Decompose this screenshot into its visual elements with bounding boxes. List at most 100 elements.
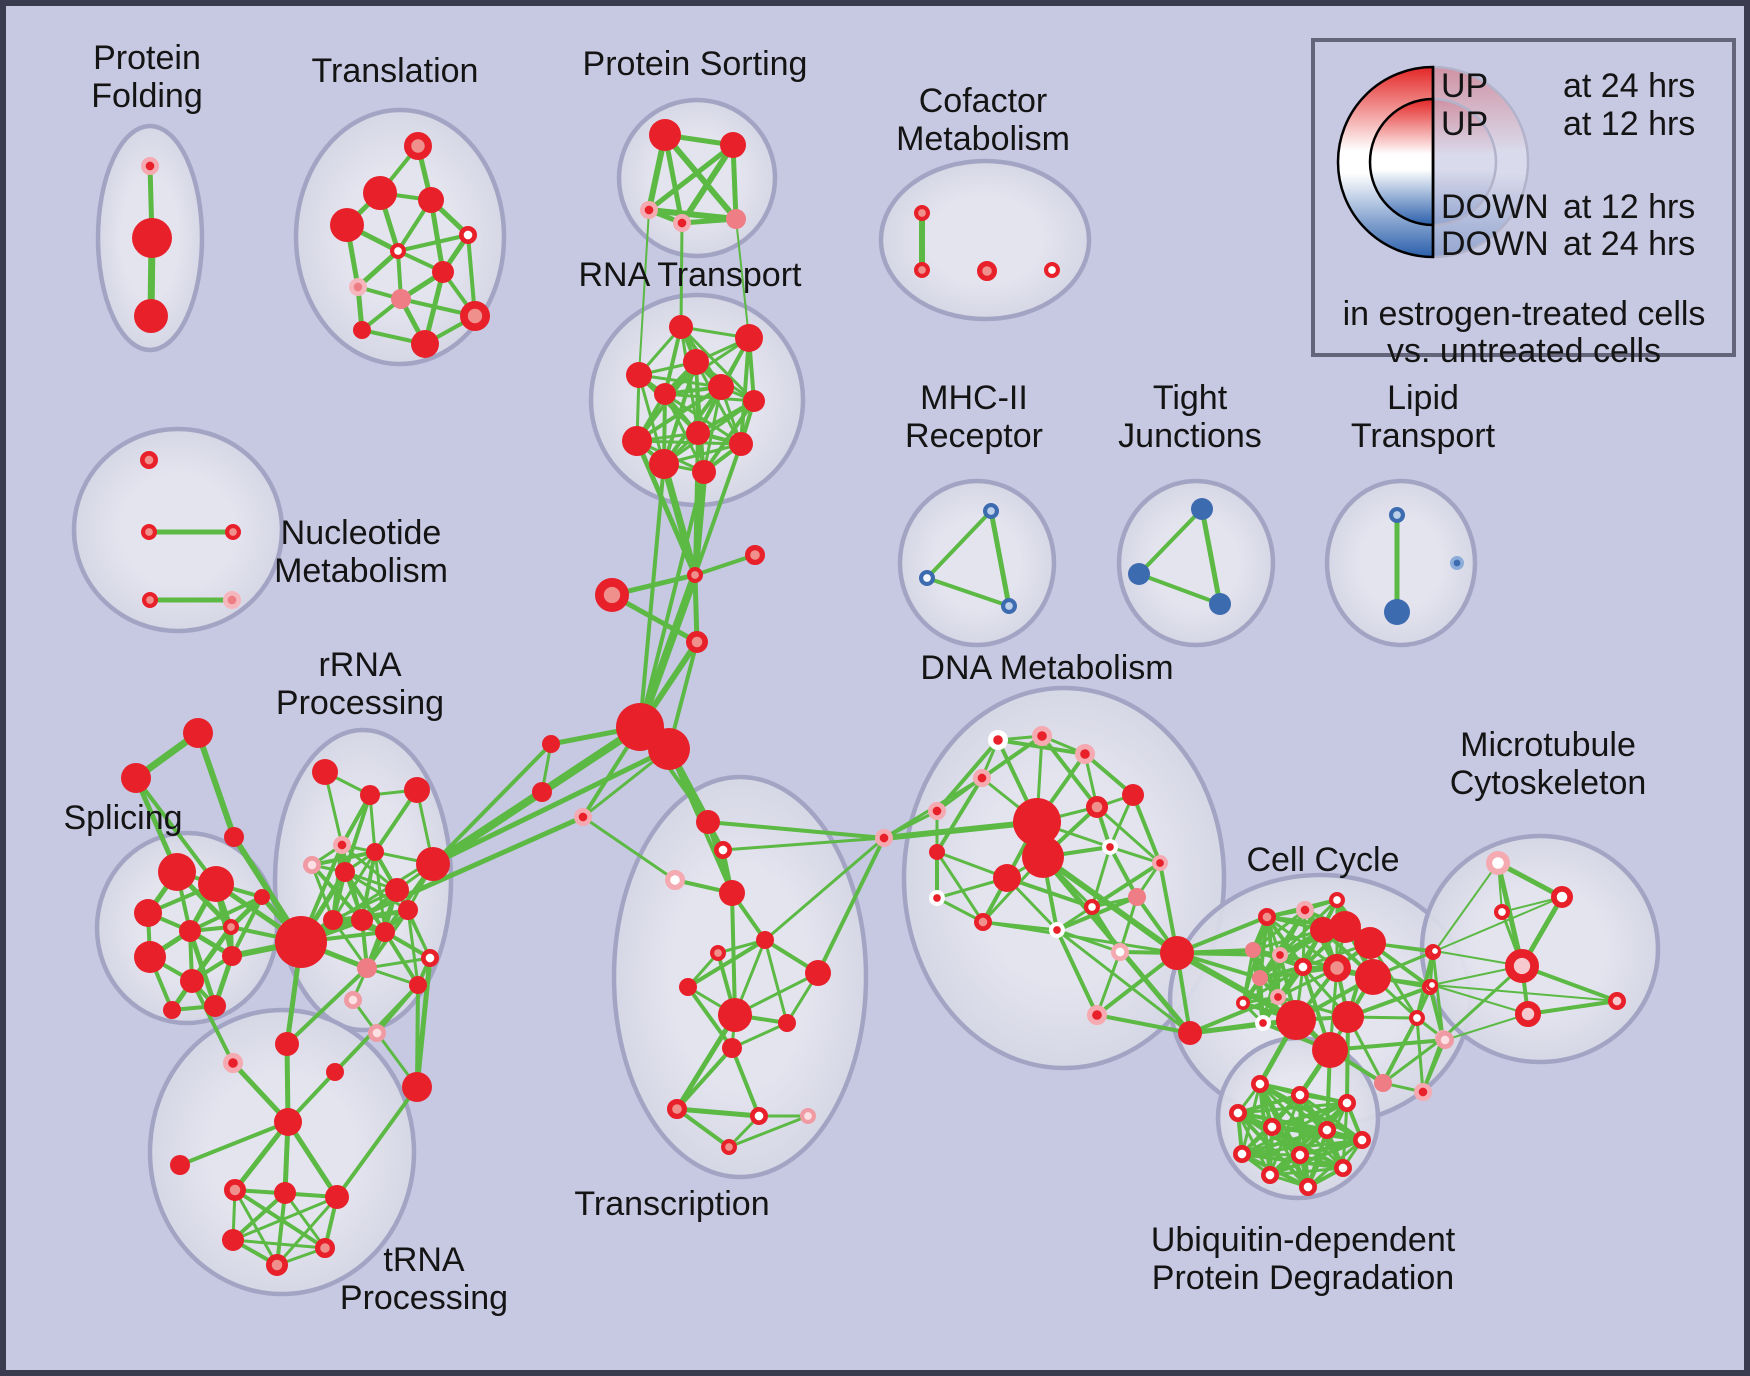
network-edge: [365, 956, 432, 970]
network-node-cc2: [1295, 901, 1314, 920]
network-node-cc22: [1413, 1082, 1432, 1101]
network-node-ub7: [1352, 1130, 1371, 1149]
network-node-tr3: [418, 187, 444, 213]
network-edge: [1108, 845, 1162, 865]
node-layer: [121, 119, 1626, 1276]
network-node-ps4: [673, 213, 692, 232]
network-node-tn1: [223, 1052, 244, 1073]
network-edge: [1137, 572, 1222, 606]
network-node-sp11: [163, 1001, 181, 1019]
network-node-ub11: [1260, 1165, 1279, 1184]
network-edge: [663, 392, 743, 446]
cluster-label-trna-processing: tRNA: [383, 1241, 465, 1279]
network-node-ub6: [1317, 1120, 1336, 1139]
cluster-label-lipid-transport: Transport: [1351, 417, 1496, 455]
network-node-ub3: [1337, 1093, 1356, 1112]
cluster-label-trna-processing: Processing: [340, 1279, 508, 1317]
network-edge: [1258, 908, 1307, 980]
network-edge: [406, 908, 420, 987]
legend-footer-line: vs. untreated cells: [1387, 332, 1661, 370]
network-node-rr17: [343, 991, 362, 1010]
network-node-rt3: [683, 349, 709, 375]
network-edge: [646, 142, 736, 213]
network-node-rr2: [360, 785, 380, 805]
network-edge: [935, 850, 985, 924]
network-edge: [1495, 860, 1525, 969]
network-node-tr11: [411, 330, 439, 358]
network-edge: [693, 553, 757, 577]
network-node-tn8: [325, 1185, 349, 1209]
network-edge: [1108, 845, 1139, 899]
network-node-mt2: [1550, 885, 1573, 908]
network-edge: [1236, 1093, 1302, 1115]
network-edge: [283, 1191, 327, 1250]
network-node-spt1: [183, 718, 213, 748]
cluster-label-translation: Translation: [312, 52, 479, 90]
network-node-nm2: [141, 524, 158, 541]
network-node-mt8: [1607, 992, 1626, 1011]
network-edge: [232, 1119, 291, 1193]
network-node-lt3: [1384, 599, 1410, 625]
network-edge: [638, 462, 666, 729]
network-edge: [1199, 506, 1223, 607]
cluster-label-tight-junctions: Junctions: [1118, 417, 1262, 455]
network-edge: [692, 572, 700, 645]
network-node-tr10: [459, 300, 490, 331]
network-node-cf4: [1043, 261, 1060, 278]
cluster-label-transcription: Transcription: [574, 1185, 769, 1223]
network-edge: [1431, 984, 1529, 1015]
network-node-sp2: [198, 866, 234, 902]
network-edge: [686, 985, 734, 1050]
network-node-rt2: [735, 324, 763, 352]
network-node-mh1: [983, 502, 1000, 519]
network-edge: [1495, 860, 1565, 900]
network-edge: [693, 442, 743, 577]
legend-term: DOWN: [1441, 225, 1549, 263]
network-node-sp3: [134, 899, 162, 927]
network-node-dn10: [1101, 839, 1118, 856]
network-node-dn19: [1178, 1021, 1202, 1045]
network-edge: [662, 132, 739, 222]
network-node-mt1: [1485, 850, 1510, 875]
network-node-lt2: [1449, 556, 1464, 571]
network-edge: [231, 1238, 327, 1250]
network-edge: [679, 221, 684, 329]
network-edge: [735, 218, 750, 339]
network-edge: [1137, 507, 1204, 576]
cluster-label-splicing: Splicing: [63, 799, 182, 837]
network-edge: [1055, 928, 1099, 1017]
network-node-bb3: [744, 544, 765, 565]
network-node-rt5: [708, 374, 734, 400]
network-node-tx5: [756, 931, 774, 949]
network-node-bb5: [542, 735, 560, 753]
network-node-tn2: [275, 1032, 299, 1056]
network-node-tr4: [330, 208, 364, 242]
cluster-label-cofactor-metabolism: Metabolism: [896, 120, 1070, 158]
network-node-bb6: [532, 782, 552, 802]
network-node-tn4: [274, 1108, 302, 1136]
network-edge: [1381, 1036, 1445, 1085]
network-node-cf2: [914, 261, 931, 278]
network-node-ub2: [1290, 1085, 1309, 1104]
network-node-ps1: [649, 119, 681, 151]
network-node-bb2: [687, 567, 704, 584]
network-node-tx6: [710, 945, 727, 962]
network-edge: [1188, 995, 1280, 1035]
network-node-nm3: [225, 524, 242, 541]
network-edge: [383, 930, 420, 987]
network-node-sp8: [222, 946, 242, 966]
network-node-nm1: [139, 450, 158, 469]
network-node-tr2: [363, 176, 397, 210]
network-edge: [1444, 1013, 1529, 1041]
legend-term: DOWN: [1441, 188, 1549, 226]
network-node-cc15: [1254, 1015, 1271, 1032]
cluster-ellipse-translation: [293, 107, 507, 367]
network-node-rr3: [404, 777, 430, 803]
network-node-dn6: [929, 844, 945, 860]
network-node-mt5: [1426, 978, 1439, 991]
network-node-cf3: [976, 261, 997, 282]
network-node-spt2: [121, 763, 151, 793]
network-node-rt1: [669, 315, 693, 339]
network-node-tx13: [750, 1106, 769, 1125]
network-node-ub10: [1333, 1158, 1352, 1177]
